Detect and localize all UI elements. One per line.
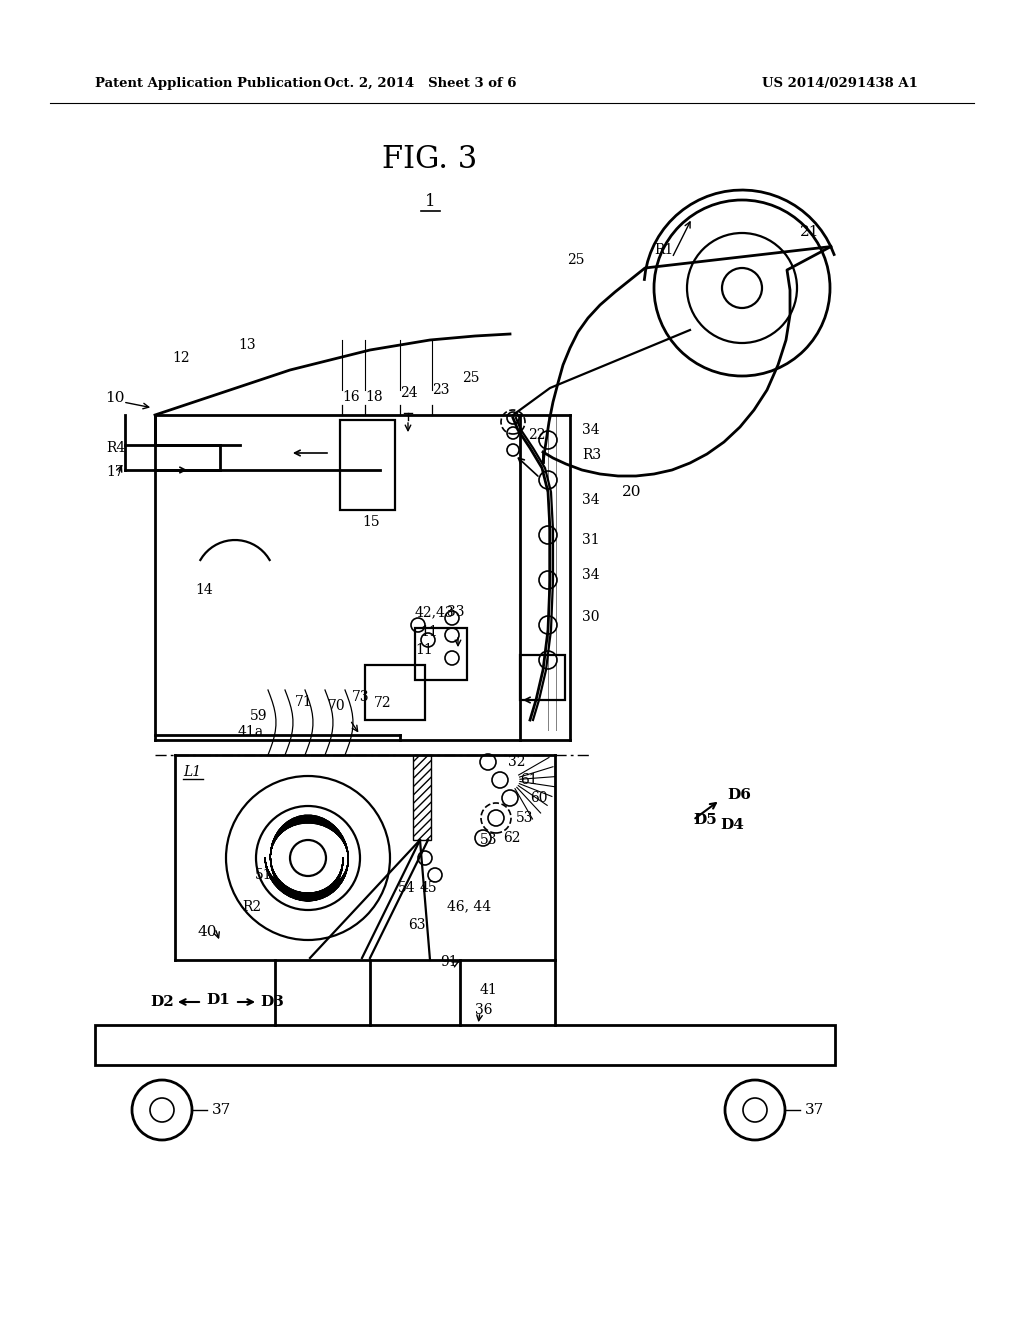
Text: 54: 54 bbox=[398, 880, 416, 895]
Text: 34: 34 bbox=[582, 568, 600, 582]
Bar bbox=[415, 628, 467, 680]
Text: 20: 20 bbox=[622, 484, 641, 499]
Text: 91: 91 bbox=[440, 954, 458, 969]
Text: R1: R1 bbox=[654, 243, 673, 257]
Text: D3: D3 bbox=[260, 995, 284, 1008]
Text: 46, 44: 46, 44 bbox=[447, 899, 492, 913]
Text: 17: 17 bbox=[106, 465, 124, 479]
Bar bbox=[413, 755, 431, 840]
Text: 41: 41 bbox=[480, 983, 498, 997]
Text: 15: 15 bbox=[362, 515, 380, 529]
Text: 23: 23 bbox=[432, 383, 450, 397]
Text: 13: 13 bbox=[238, 338, 256, 352]
Text: 60: 60 bbox=[530, 791, 548, 805]
Text: 22: 22 bbox=[528, 428, 546, 442]
Text: 70: 70 bbox=[328, 700, 346, 713]
Text: 33: 33 bbox=[447, 605, 465, 619]
Text: 24: 24 bbox=[400, 385, 418, 400]
Bar bbox=[520, 655, 565, 700]
Bar bbox=[95, 1026, 835, 1065]
Text: 12: 12 bbox=[172, 351, 189, 366]
Text: 62: 62 bbox=[503, 832, 520, 845]
Text: R3: R3 bbox=[582, 447, 601, 462]
Bar bbox=[365, 665, 425, 719]
Text: 73: 73 bbox=[352, 690, 370, 704]
Text: R2: R2 bbox=[242, 900, 261, 913]
Text: 36: 36 bbox=[475, 1003, 493, 1016]
Text: 61: 61 bbox=[520, 774, 538, 787]
Text: 63: 63 bbox=[408, 917, 426, 932]
Text: 18: 18 bbox=[365, 389, 383, 404]
Text: Oct. 2, 2014   Sheet 3 of 6: Oct. 2, 2014 Sheet 3 of 6 bbox=[324, 77, 516, 90]
Text: 72: 72 bbox=[374, 696, 391, 710]
Text: 51: 51 bbox=[255, 869, 272, 882]
Text: 31: 31 bbox=[582, 533, 600, 546]
Text: 41a: 41a bbox=[238, 725, 264, 739]
Text: 30: 30 bbox=[582, 610, 599, 624]
Text: 1: 1 bbox=[425, 194, 435, 210]
Text: 25: 25 bbox=[462, 371, 479, 385]
Text: 71: 71 bbox=[295, 696, 312, 709]
Text: 10: 10 bbox=[105, 391, 125, 405]
Text: 21: 21 bbox=[800, 224, 819, 239]
Bar bbox=[340, 420, 395, 510]
Text: 45: 45 bbox=[420, 880, 437, 895]
Text: 34: 34 bbox=[582, 492, 600, 507]
Text: 37: 37 bbox=[212, 1104, 231, 1117]
Text: D6: D6 bbox=[727, 788, 751, 803]
Text: 32: 32 bbox=[508, 755, 525, 770]
Text: US 2014/0291438 A1: US 2014/0291438 A1 bbox=[762, 77, 918, 90]
Text: FIG. 3: FIG. 3 bbox=[382, 144, 477, 176]
Text: L1: L1 bbox=[183, 766, 201, 779]
Text: D4: D4 bbox=[720, 818, 743, 832]
Text: Patent Application Publication: Patent Application Publication bbox=[95, 77, 322, 90]
Text: D1: D1 bbox=[206, 993, 230, 1007]
Text: 53: 53 bbox=[480, 833, 498, 847]
Text: 16: 16 bbox=[342, 389, 359, 404]
Text: 37: 37 bbox=[805, 1104, 824, 1117]
Text: 34: 34 bbox=[582, 422, 600, 437]
Text: 59: 59 bbox=[250, 709, 267, 723]
Text: R4: R4 bbox=[106, 441, 125, 455]
Text: D5: D5 bbox=[693, 813, 717, 828]
Text: D2: D2 bbox=[151, 995, 174, 1008]
Text: 42,43: 42,43 bbox=[415, 605, 455, 619]
Text: 11: 11 bbox=[420, 624, 437, 639]
Text: 14: 14 bbox=[195, 583, 213, 597]
Text: 40: 40 bbox=[198, 925, 217, 939]
Text: 11: 11 bbox=[415, 643, 433, 657]
Text: 53: 53 bbox=[516, 810, 534, 825]
Text: 25: 25 bbox=[567, 253, 585, 267]
